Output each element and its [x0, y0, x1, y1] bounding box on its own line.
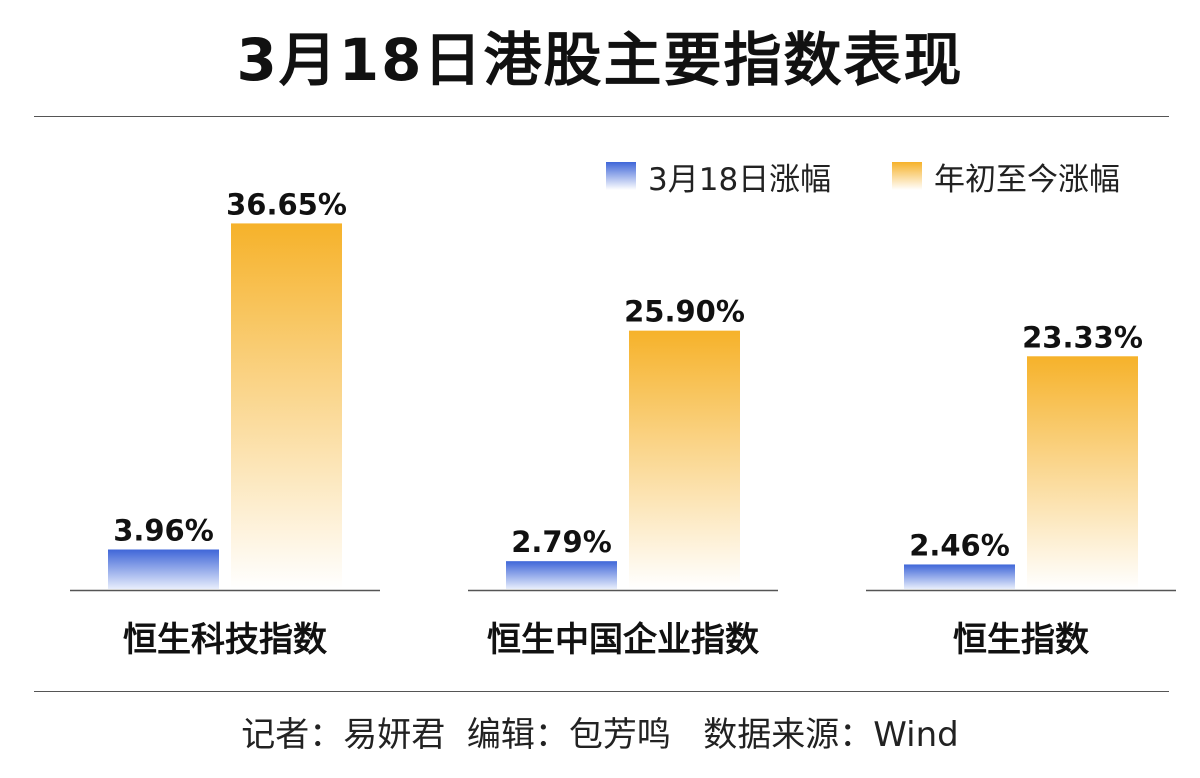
bar-ytd: [1027, 356, 1138, 589]
bottom-divider: [34, 691, 1169, 692]
bar-chart: 3.96% 36.65% 恒生科技指数 2.79% 25.90% 恒生中国企业指数 2.46…: [70, 187, 1176, 660]
legend-swatch-daily: [606, 162, 636, 190]
bar-daily: [506, 561, 617, 589]
data-label-ytd: 25.90%: [624, 295, 745, 329]
legend-label-ytd: 年初至今涨幅: [934, 161, 1120, 198]
legend-swatch-ytd: [892, 162, 922, 190]
data-label-daily: 2.79%: [511, 525, 612, 559]
chart-title: 3月18日港股主要指数表现: [236, 26, 964, 94]
data-label-ytd: 36.65%: [226, 187, 347, 221]
bar-ytd: [231, 223, 342, 589]
category-label: 恒生科技指数: [123, 620, 327, 660]
data-label-daily: 2.46%: [909, 528, 1010, 562]
bar-daily: [108, 549, 219, 589]
top-divider: [34, 116, 1169, 117]
legend-item-ytd: 年初至今涨幅: [892, 156, 1120, 198]
legend-label-daily: 3月18日涨幅: [648, 161, 832, 198]
data-label-ytd: 23.33%: [1022, 320, 1143, 354]
credits-footer: 记者：易妍君 编辑：包芳鸣 数据来源：Wind: [241, 715, 959, 755]
bar-daily: [904, 564, 1015, 589]
category-label: 恒生中国企业指数: [487, 620, 759, 660]
data-label-daily: 3.96%: [113, 513, 214, 547]
bar-ytd: [629, 330, 740, 589]
category-label: 恒生指数: [953, 620, 1089, 660]
legend-item-daily: 3月18日涨幅: [606, 156, 832, 198]
